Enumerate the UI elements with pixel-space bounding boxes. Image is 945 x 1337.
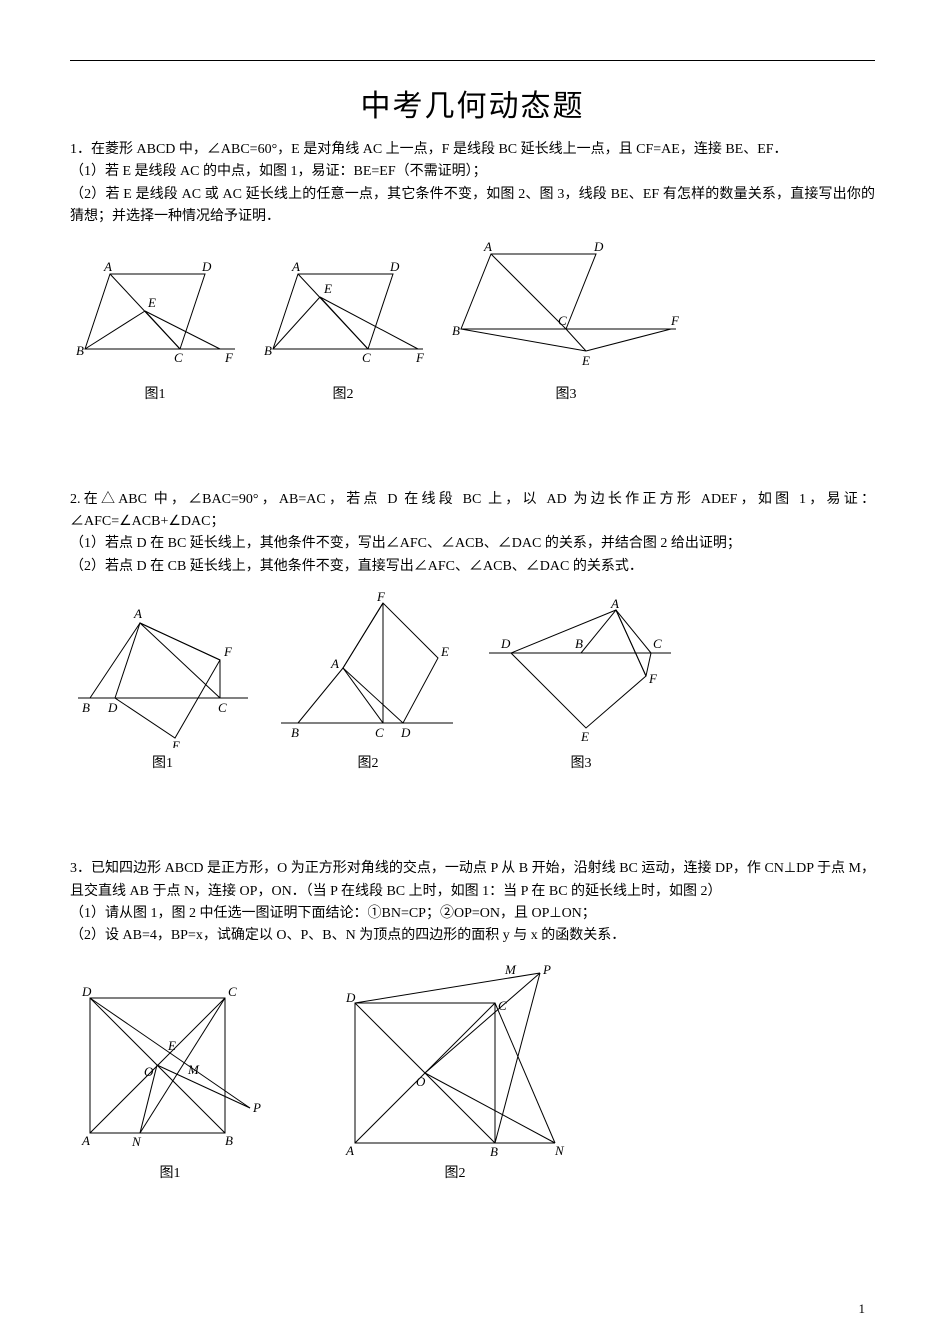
- label-N: N: [554, 1143, 565, 1158]
- label-A: A: [483, 239, 492, 254]
- label-A: A: [610, 598, 619, 611]
- q3-part1: （1）请从图 1，图 2 中任选一图证明下面结论：①BN=CP；②OP=ON，且…: [70, 903, 875, 925]
- q3-fig1: D C A B O E M P N 图1: [70, 978, 270, 1182]
- q3-figures: D C A B O E M P N 图1: [70, 958, 875, 1182]
- q2-fig2-svg: A B C D E F: [273, 588, 463, 748]
- page: 中考几何动态题 1．在菱形 ABCD 中，∠ABC=60°，E 是对角线 AC …: [0, 0, 945, 1337]
- label-D: D: [593, 239, 604, 254]
- q2-stem: 2.在△ABC 中，∠BAC=90°，AB=AC，若点 D 在线段 BC 上，以…: [70, 489, 875, 534]
- label-C: C: [653, 636, 662, 651]
- label-A: A: [103, 259, 112, 274]
- spacer2: [70, 778, 875, 858]
- label-B: B: [225, 1133, 233, 1148]
- page-title: 中考几何动态题: [70, 81, 875, 125]
- label-B: B: [575, 636, 583, 651]
- q2-fig3-label: 图3: [481, 752, 681, 772]
- label-C: C: [218, 700, 227, 715]
- label-D: D: [107, 700, 118, 715]
- label-D: D: [500, 636, 511, 651]
- label-E: E: [440, 644, 449, 659]
- q3-stem: 3．已知四边形 ABCD 是正方形，O 为正方形对角线的交点，一动点 P 从 B…: [70, 858, 875, 903]
- q1-stem: 1．在菱形 ABCD 中，∠ABC=60°，E 是对角线 AC 上一点，F 是线…: [70, 139, 875, 161]
- label-E: E: [167, 1038, 176, 1053]
- label-C: C: [498, 998, 507, 1013]
- q2-part1: （1）若点 D 在 BC 延长线上，其他条件不变，写出∠AFC、∠ACB、∠DA…: [70, 533, 875, 555]
- label-O: O: [144, 1064, 154, 1079]
- label-E: E: [581, 353, 590, 368]
- label-F: F: [670, 313, 680, 328]
- top-rule: [70, 60, 875, 61]
- label-D: D: [400, 725, 411, 740]
- label-F: F: [415, 350, 425, 365]
- q3-fig2: D C A B O M P N 图2: [330, 958, 580, 1182]
- q3-part2: （2）设 AB=4，BP=x，试确定以 O、P、B、N 为顶点的四边形的面积 y…: [70, 925, 875, 947]
- label-D: D: [389, 259, 400, 274]
- label-E: E: [580, 729, 589, 744]
- q1-fig3-label: 图3: [446, 383, 686, 403]
- label-B: B: [452, 323, 460, 338]
- label-C: C: [228, 984, 237, 999]
- label-F: F: [224, 350, 234, 365]
- q1-fig1-label: 图1: [70, 383, 240, 403]
- label-B: B: [82, 700, 90, 715]
- q1-fig2: A D B C F E 图2: [258, 259, 428, 403]
- label-M: M: [187, 1062, 200, 1077]
- label-P: P: [252, 1100, 261, 1115]
- q3-fig1-svg: D C A B O E M P N: [70, 978, 270, 1158]
- q2-fig1-svg: A B C D E F: [70, 598, 255, 748]
- label-A: A: [291, 259, 300, 274]
- label-F: F: [223, 644, 233, 659]
- q3-fig2-svg: D C A B O M P N: [330, 958, 580, 1158]
- q3-fig2-label: 图2: [330, 1162, 580, 1182]
- q1-fig3: A D B C F E 图3: [446, 239, 686, 403]
- q2-fig2-label: 图2: [273, 752, 463, 772]
- label-B: B: [76, 343, 84, 358]
- label-C: C: [375, 725, 384, 740]
- label-E: E: [147, 295, 156, 310]
- q1-fig1-svg: A D B C F E: [70, 259, 240, 379]
- label-O: O: [416, 1074, 426, 1089]
- q1-fig1: A D B C F E 图1: [70, 259, 240, 403]
- q1-fig2-svg: A D B C F E: [258, 259, 428, 379]
- label-C: C: [174, 350, 183, 365]
- label-D: D: [81, 984, 92, 999]
- label-C: C: [362, 350, 371, 365]
- page-number: 1: [859, 1301, 866, 1317]
- label-P: P: [542, 962, 551, 977]
- label-N: N: [131, 1134, 142, 1149]
- label-D: D: [345, 990, 356, 1005]
- q2-fig3: A B C D E F 图3: [481, 598, 681, 772]
- label-A: A: [81, 1133, 90, 1148]
- label-M: M: [504, 962, 517, 977]
- label-A: A: [330, 656, 339, 671]
- q2-part2: （2）若点 D 在 CB 延长线上，其他条件不变，直接写出∠AFC、∠ACB、∠…: [70, 556, 875, 578]
- q1-fig2-label: 图2: [258, 383, 428, 403]
- q1-fig3-svg: A D B C F E: [446, 239, 686, 379]
- q1-part1: （1）若 E 是线段 AC 的中点，如图 1，易证：BE=EF（不需证明）；: [70, 161, 875, 183]
- q3-fig1-label: 图1: [70, 1162, 270, 1182]
- q2-figures: A B C D E F 图1: [70, 588, 875, 772]
- label-E: E: [171, 738, 180, 748]
- label-B: B: [291, 725, 299, 740]
- q1-part2: （2）若 E 是线段 AC 或 AC 延长线上的任意一点，其它条件不变，如图 2…: [70, 184, 875, 229]
- label-A: A: [133, 606, 142, 621]
- label-B: B: [264, 343, 272, 358]
- q2-fig3-svg: A B C D E F: [481, 598, 681, 748]
- q2-fig2: A B C D E F 图2: [273, 588, 463, 772]
- q1-figures: A D B C F E 图1: [70, 239, 875, 403]
- label-F: F: [376, 589, 386, 604]
- label-B: B: [490, 1144, 498, 1158]
- label-F: F: [648, 671, 658, 686]
- label-C: C: [558, 313, 567, 328]
- label-D: D: [201, 259, 212, 274]
- q2-fig1: A B C D E F 图1: [70, 598, 255, 772]
- spacer: [70, 409, 875, 489]
- q2-fig1-label: 图1: [70, 752, 255, 772]
- label-E: E: [323, 281, 332, 296]
- label-A: A: [345, 1143, 354, 1158]
